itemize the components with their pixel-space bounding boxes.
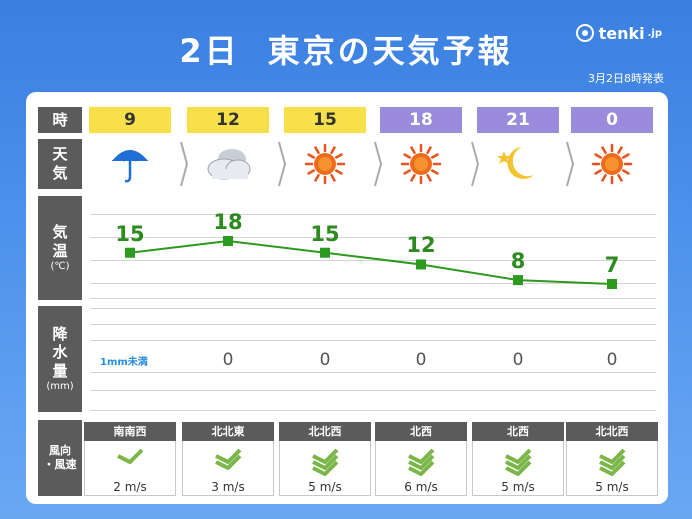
hour-12: 12 (187, 107, 269, 133)
temperature-point (320, 247, 330, 258)
hour-21: 21 (477, 107, 559, 133)
wind-direction: 北西 (375, 422, 467, 441)
wind-direction: 北西 (472, 422, 564, 441)
grid-line (90, 260, 656, 261)
sunny-icon (586, 141, 638, 187)
precip-value: 0 (606, 350, 618, 370)
temperature-point (607, 279, 617, 289)
grid-line (90, 390, 656, 391)
label-temperature: 気温 (℃) (38, 196, 82, 300)
chevron-right-icon (470, 141, 479, 187)
wind-speed: 2 m/s (113, 480, 147, 494)
label-wind: 風向 ・風速 (38, 420, 82, 496)
rain-umbrella-icon (104, 141, 156, 187)
wind-speed: 3 m/s (211, 480, 245, 494)
hour-0: 0 (571, 107, 653, 133)
grid-line (90, 308, 656, 309)
temperature-point (513, 275, 523, 286)
tenki-logo-icon (575, 24, 594, 42)
chevron-right-icon (277, 141, 286, 187)
precip-value: 0 (222, 350, 234, 370)
precip-value: 0 (319, 350, 331, 370)
wind-arrow-icon (117, 448, 144, 464)
wind-arrow-icon (599, 448, 626, 476)
wind-direction: 北北西 (566, 422, 658, 441)
page-title: 2日 東京の天気予報 (179, 32, 513, 70)
temperature-label: 7 (604, 253, 620, 277)
label-weather: 天気 (38, 139, 82, 189)
wind-direction: 北北西 (279, 422, 371, 441)
grid-line (90, 340, 656, 341)
temperature-label: 15 (115, 221, 145, 246)
temperature-label: 12 (406, 233, 436, 258)
temperature-label: 18 (213, 210, 243, 234)
grid-line (90, 298, 656, 299)
temperature-point (416, 259, 426, 270)
wind-speed: 5 m/s (595, 480, 629, 494)
chevron-right-icon (566, 141, 575, 187)
wind-arrow-icon (215, 448, 242, 470)
wind-speed: 5 m/s (501, 480, 535, 494)
grid-line (90, 410, 656, 411)
temperature-label: 15 (310, 221, 340, 246)
wind-direction: 南南西 (84, 422, 176, 441)
temperature-point (125, 247, 135, 258)
wind-speed: 5 m/s (308, 480, 342, 494)
temperature-label: 8 (510, 249, 526, 274)
temperature-point (223, 236, 233, 246)
sunny-icon (299, 141, 351, 187)
precip-value: 1mm未満 (100, 357, 148, 368)
issued-time: 3月2日8時発表 (588, 72, 664, 85)
chevron-right-icon (180, 141, 189, 187)
grid-line (90, 283, 656, 284)
tenki-logo[interactable]: tenki .jp (575, 22, 662, 44)
label-precipitation: 降水量 (mm) (38, 306, 82, 412)
sunny-icon (395, 141, 447, 187)
moon-icon (492, 141, 544, 187)
temperature-line (129, 239, 613, 285)
hour-9: 9 (89, 107, 171, 133)
cloudy-icon (202, 141, 254, 187)
grid-line (90, 214, 656, 215)
wind-arrow-icon (505, 448, 532, 476)
grid-line (90, 324, 656, 325)
wind-speed: 6 m/s (404, 480, 438, 494)
precip-value: 0 (512, 350, 524, 370)
chevron-right-icon (374, 141, 383, 187)
wind-cell (84, 441, 176, 496)
label-time: 時 (38, 107, 82, 133)
grid-line (90, 372, 656, 373)
hour-15: 15 (284, 107, 366, 133)
grid-line (90, 237, 656, 238)
precip-value: 0 (415, 350, 427, 370)
wind-direction: 北北東 (182, 422, 274, 441)
hour-18: 18 (380, 107, 462, 133)
wind-arrow-icon (408, 448, 435, 476)
wind-arrow-icon (312, 448, 339, 476)
